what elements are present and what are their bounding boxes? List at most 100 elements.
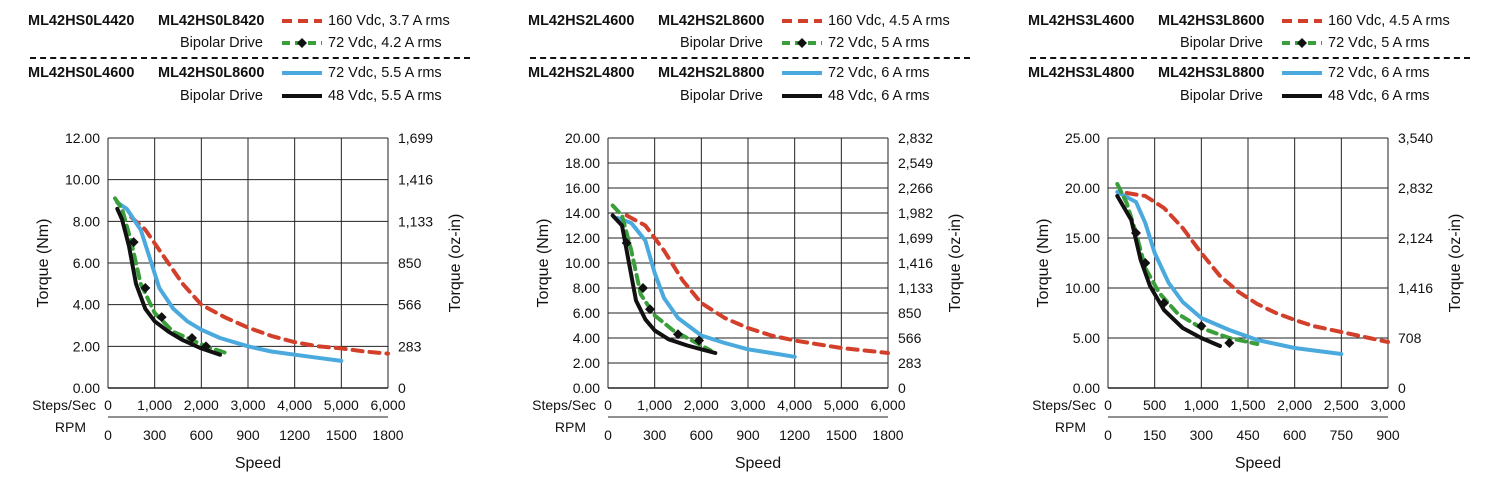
- y-tick-label-left: 0.00: [73, 380, 100, 396]
- drive-label: Bipolar Drive: [680, 88, 763, 104]
- x-tick-label-steps: 0: [604, 397, 612, 413]
- legend-swatch-red-dashed: [1282, 19, 1322, 23]
- diamond-marker: [694, 335, 704, 346]
- x-tick-label-rpm: 900: [736, 427, 760, 443]
- x-tick-label-steps: 4,000: [277, 397, 312, 413]
- legend-series-label: 48 Vdc, 6 A rms: [828, 88, 930, 104]
- drive-label: Bipolar Drive: [1180, 35, 1263, 51]
- y-axis-title-left: Torque (Nm): [35, 219, 52, 308]
- x-tick-label-steps: 2,000: [684, 397, 719, 413]
- y-tick-label-right: 850: [398, 255, 422, 271]
- y-tick-label-left: 14.00: [565, 205, 600, 221]
- part-number: ML42HS3L8600: [1158, 13, 1265, 29]
- y-tick-label-left: 4.00: [73, 297, 100, 313]
- x-tick-label-steps: 1,000: [137, 397, 172, 413]
- y-tick-label-right: 850: [898, 305, 922, 321]
- legend-row: Bipolar Drive 72 Vdc, 5 A rms: [1028, 32, 1490, 54]
- part-number: ML42HS2L8800: [658, 65, 765, 81]
- legend-swatch-green-dashed: [282, 38, 322, 48]
- y-axis-title-right: Torque (oz-in): [947, 214, 964, 313]
- legend-row: Bipolar Drive 72 Vdc, 5 A rms: [528, 32, 998, 54]
- diamond-marker: [638, 283, 648, 293]
- legend-series-label: 72 Vdc, 5 A rms: [1328, 35, 1430, 51]
- x-tick-label-rpm: 900: [1376, 427, 1400, 443]
- y-tick-label-right: 3,540: [1398, 130, 1433, 146]
- chart-legend: ML42HS0L4420 ML42HS0L8420 160 Vdc, 3.7 A…: [28, 0, 498, 130]
- x-tick-label-rpm: 900: [236, 427, 260, 443]
- x-tick-label-steps: 6,000: [370, 397, 405, 413]
- y-tick-label-right: 1,699: [398, 130, 433, 146]
- x-tick-label-steps: 500: [1143, 397, 1167, 413]
- diamond-marker: [187, 333, 197, 343]
- part-number: ML42HS2L4600: [528, 13, 635, 29]
- y-tick-label-left: 8.00: [573, 280, 600, 296]
- x-tick-label-rpm: 300: [143, 427, 167, 443]
- y-tick-label-right: 1,416: [398, 172, 433, 188]
- y-tick-label-right: 1,699: [898, 230, 933, 246]
- x-tick-label-rpm: 1200: [779, 427, 810, 443]
- legend-series-label: 160 Vdc, 4.5 A rms: [828, 13, 950, 29]
- rpm-label: RPM: [55, 419, 86, 435]
- y-tick-label-left: 2.00: [73, 338, 100, 354]
- part-number: ML42HS0L4420: [28, 13, 135, 29]
- legend-swatch-blue: [782, 71, 822, 75]
- x-tick-label-rpm: 1500: [826, 427, 857, 443]
- x-tick-label-rpm: 300: [643, 427, 667, 443]
- x-tick-label-steps: 1,000: [1184, 397, 1219, 413]
- y-tick-label-left: 16.00: [565, 180, 600, 196]
- steps-per-sec-label: Steps/Sec: [1032, 397, 1096, 413]
- series-line-black-solid: [115, 206, 222, 357]
- x-tick-label-rpm: 450: [1236, 427, 1260, 443]
- x-tick-label-rpm: 600: [1283, 427, 1307, 443]
- legend-row: Bipolar Drive 48 Vdc, 6 A rms: [1028, 85, 1490, 107]
- x-tick-label-steps: 4,000: [777, 397, 812, 413]
- x-axis-title: Speed: [235, 455, 281, 472]
- x-tick-label-steps: 6,000: [870, 397, 905, 413]
- diamond-marker: [128, 237, 139, 248]
- series-line-blue-solid: [115, 200, 344, 363]
- y-tick-label-left: 0.00: [573, 380, 600, 396]
- legend-series-label: 72 Vdc, 6 A rms: [828, 65, 930, 81]
- series-line-green-dashed-diamond: [610, 203, 713, 353]
- y-tick-label-left: 15.00: [1065, 230, 1100, 246]
- y-tick-label-right: 566: [898, 330, 922, 346]
- y-tick-label-right: 708: [1398, 330, 1422, 346]
- series-line-black-solid: [610, 213, 718, 355]
- legend-row: ML42HS3L4800 ML42HS3L8800 72 Vdc, 6 A rm…: [1028, 62, 1490, 84]
- part-number: ML42HS3L4600: [1028, 13, 1135, 29]
- x-tick-label-steps: 1,500: [1230, 397, 1265, 413]
- y-tick-label-right: 1,416: [1398, 280, 1433, 296]
- y-tick-label-left: 10.00: [65, 172, 100, 188]
- legend-divider: [530, 57, 970, 59]
- legend-row: Bipolar Drive 72 Vdc, 4.2 A rms: [28, 32, 498, 54]
- part-number: ML42HS3L4800: [1028, 65, 1135, 81]
- y-tick-label-right: 283: [398, 338, 422, 354]
- series-line-green-dashed-diamond: [1115, 182, 1260, 346]
- drive-label: Bipolar Drive: [1180, 88, 1263, 104]
- y-axis-title-right: Torque (oz-in): [1447, 214, 1464, 313]
- legend-series-label: 48 Vdc, 5.5 A rms: [328, 88, 442, 104]
- legend-swatch-green-dashed: [782, 38, 822, 48]
- x-tick-label-rpm: 1800: [372, 427, 403, 443]
- x-tick-label-steps: 1,000: [637, 397, 672, 413]
- y-tick-label-right: 2,549: [898, 155, 933, 171]
- y-tick-label-left: 12.00: [65, 130, 100, 146]
- y-tick-label-right: 1,133: [898, 280, 933, 296]
- x-tick-label-rpm: 1500: [326, 427, 357, 443]
- x-tick-label-rpm: 600: [690, 427, 714, 443]
- legend-swatch-black: [282, 94, 322, 98]
- x-tick-label-rpm: 0: [604, 427, 612, 443]
- legend-row: ML42HS2L4600 ML42HS2L8600 160 Vdc, 4.5 A…: [528, 10, 998, 32]
- legend-row: ML42HS2L4800 ML42HS2L8800 72 Vdc, 6 A rm…: [528, 62, 998, 84]
- chart-legend: ML42HS2L4600 ML42HS2L8600 160 Vdc, 4.5 A…: [528, 0, 998, 130]
- y-tick-label-right: 0: [1398, 380, 1406, 396]
- x-tick-label-rpm: 750: [1330, 427, 1354, 443]
- torque-speed-plot: 0.00 2.00 4.00 6.00 8.00 10.00 12.00 14.00 16.00…: [532, 130, 964, 472]
- y-tick-label-left: 20.00: [1065, 180, 1100, 196]
- y-tick-label-right: 0: [898, 380, 906, 396]
- y-tick-label-right: 566: [398, 297, 422, 313]
- legend-series-label: 160 Vdc, 4.5 A rms: [1328, 13, 1450, 29]
- torque-chart-panel: ML42HS0L4420 ML42HS0L8420 160 Vdc, 3.7 A…: [28, 0, 498, 503]
- y-tick-label-left: 2.00: [573, 355, 600, 371]
- y-tick-label-left: 4.00: [573, 330, 600, 346]
